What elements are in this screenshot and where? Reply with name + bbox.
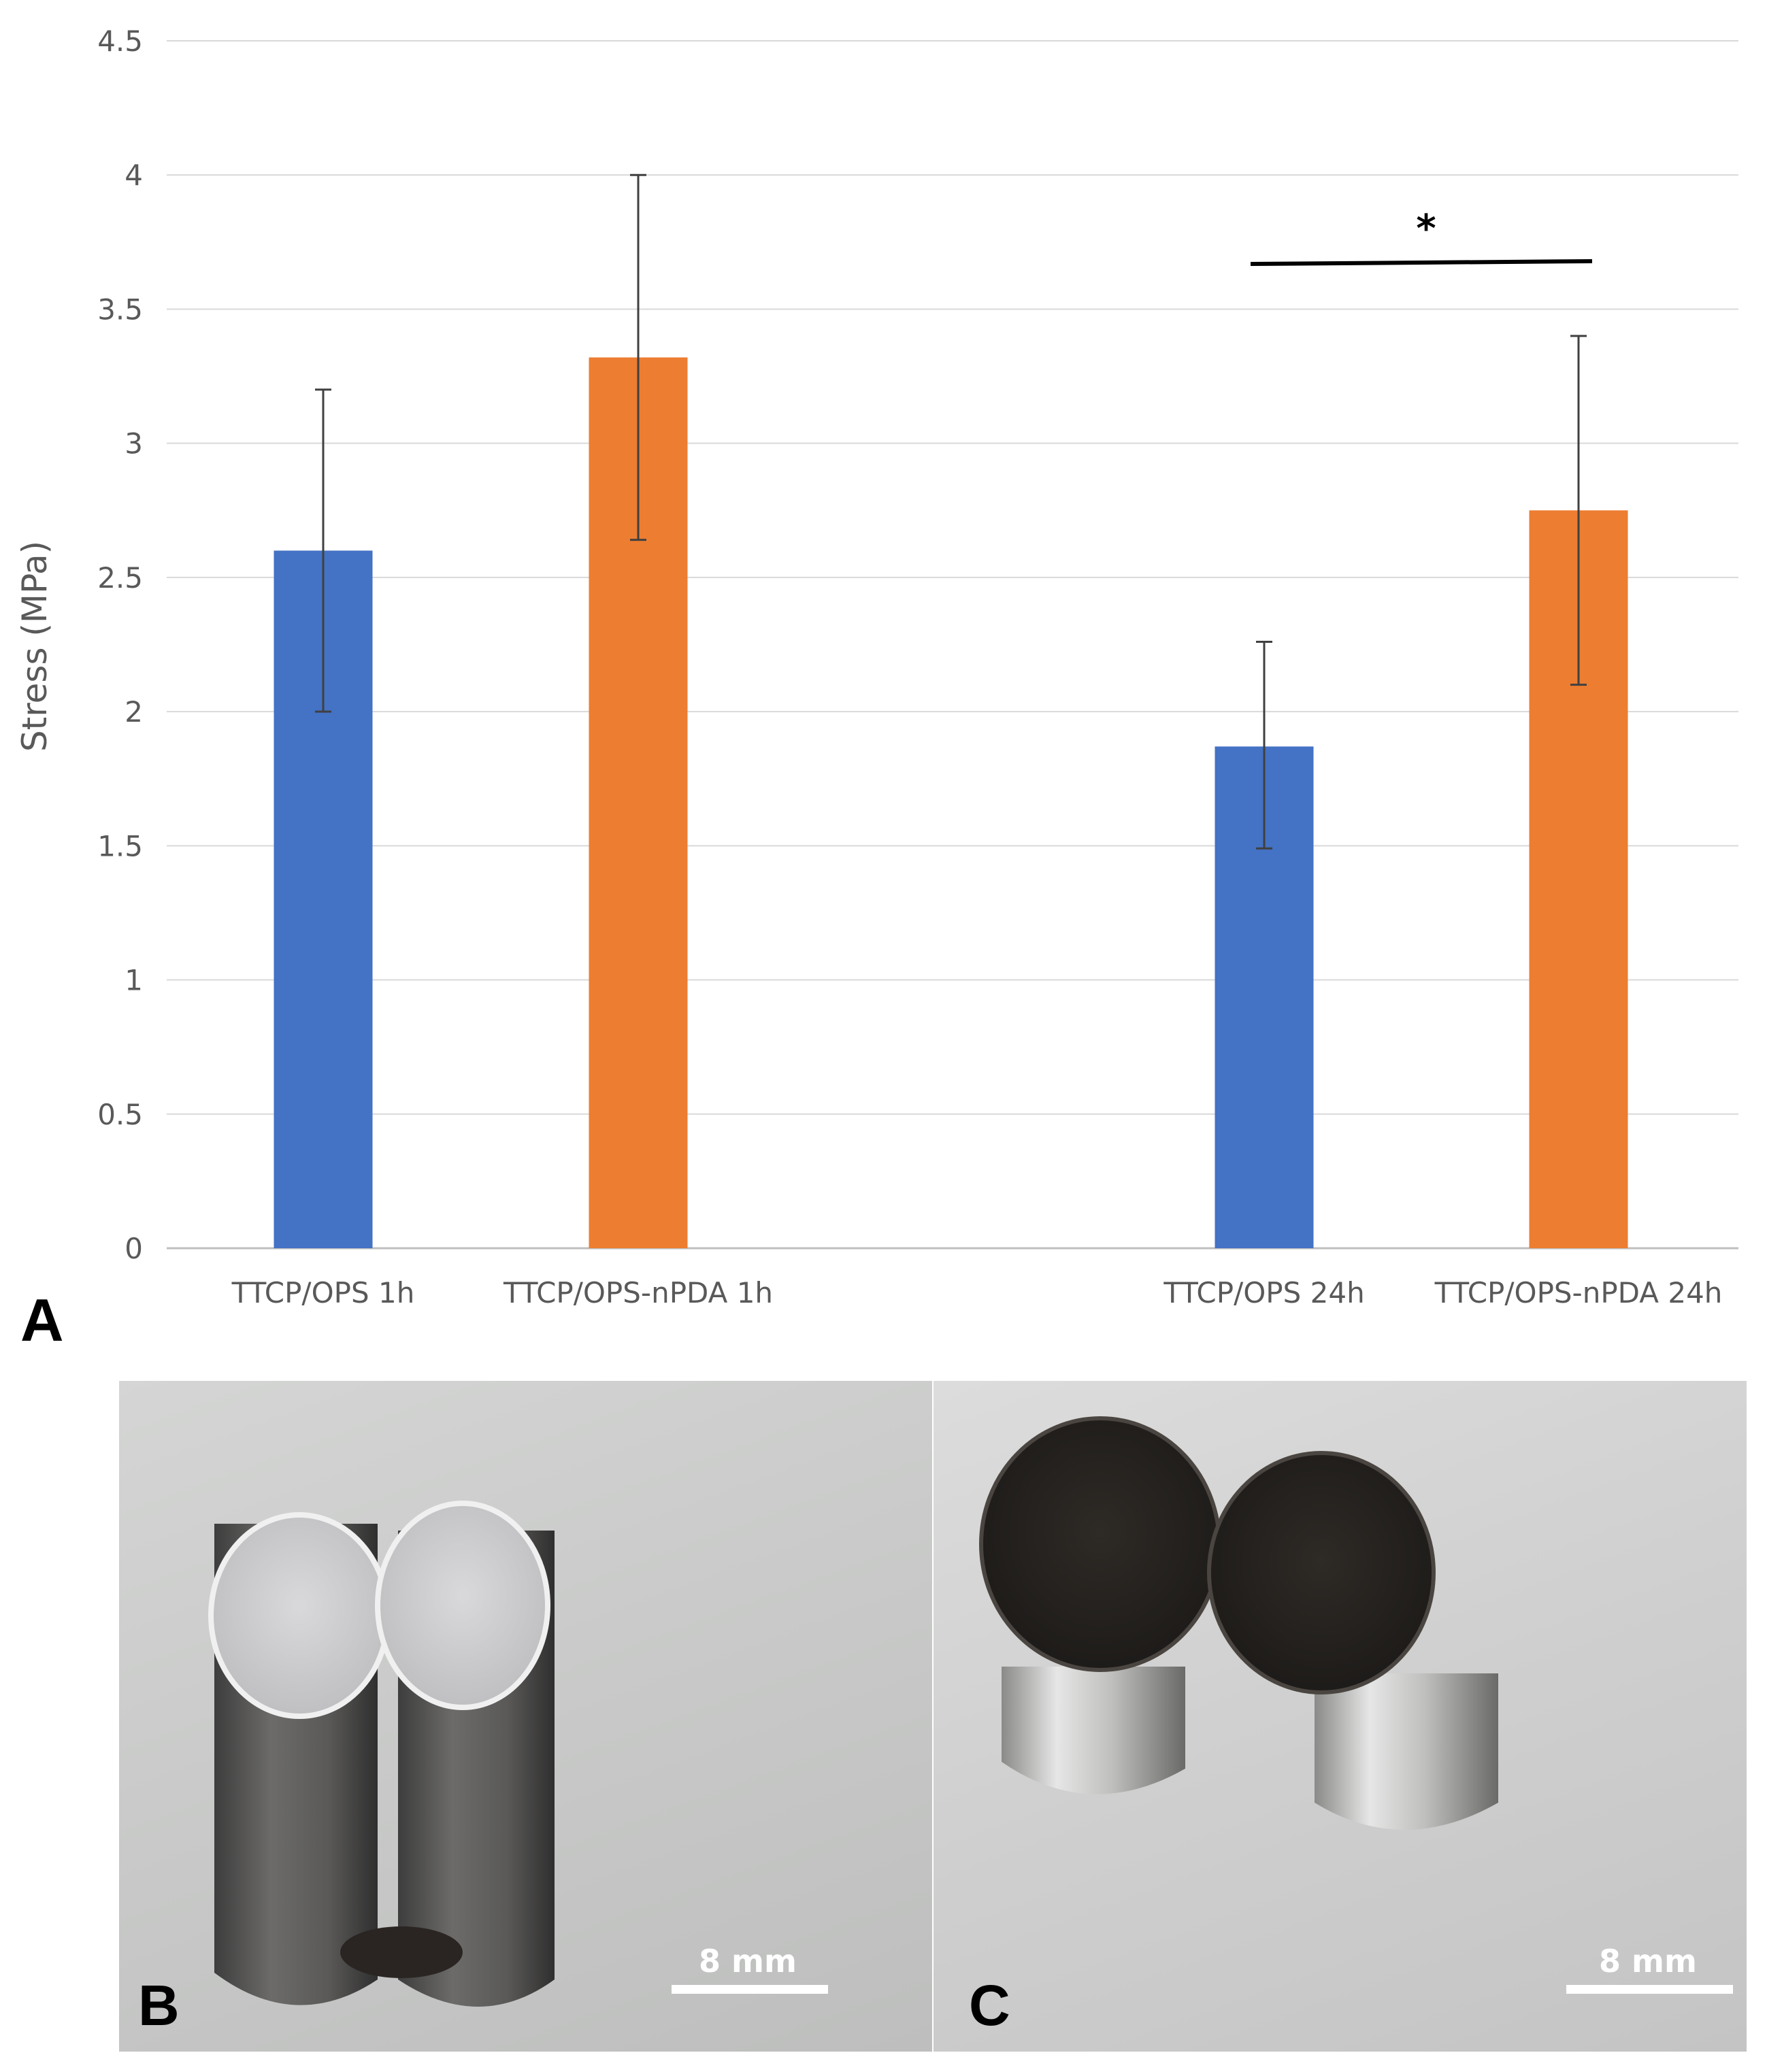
- gridlines: [167, 40, 1738, 1250]
- category-labels: TTCP/OPS 1h TTCP/OPS-nPDA 1h TTCP/OPS 24h T…: [231, 1276, 1723, 1309]
- significance-asterisk: *: [1416, 207, 1436, 251]
- bar-chart: 00.511.522.533.544.5 TTCP/OPS 1h TTCP/OPS…: [15, 24, 1738, 1309]
- photo-b-specimens-uncoated: 8 mm B: [119, 1381, 932, 2052]
- y-tick-label: 2.5: [97, 561, 143, 595]
- y-tick-label: 2: [125, 695, 143, 729]
- y-tick-label: 0.5: [97, 1098, 143, 1131]
- photo-c-scale-bar: [1566, 1985, 1733, 1994]
- photo-b-scale-bar: [672, 1985, 828, 1994]
- photo-b-image: [208, 1501, 555, 2007]
- significance-line: [1250, 259, 1593, 266]
- y-tick-label: 4: [125, 158, 143, 192]
- y-tick-label: 1.5: [97, 829, 143, 863]
- y-tick-label: 0: [125, 1232, 143, 1265]
- photo-c-specimens-coated: 8 mm C: [934, 1381, 1747, 2052]
- error-bars: [315, 173, 1587, 850]
- category-label: TTCP/OPS 1h: [231, 1276, 415, 1309]
- y-tick-label: 1: [125, 964, 143, 997]
- category-label: TTCP/OPS-nPDA 24h: [1434, 1276, 1723, 1309]
- panel-label-a: A: [20, 1286, 64, 1354]
- category-label: TTCP/OPS 24h: [1163, 1276, 1364, 1309]
- y-tick-label: 3.5: [97, 293, 143, 326]
- y-tick-label: 3: [125, 427, 143, 461]
- category-label: TTCP/OPS-nPDA 1h: [503, 1276, 773, 1309]
- photo-c-scale-label: 8 mm: [1599, 1943, 1697, 1979]
- panel-label-c: C: [969, 1973, 1010, 2037]
- photo-b-scale-label: 8 mm: [699, 1943, 797, 1979]
- photo-c-image: [979, 1416, 1498, 1830]
- panel-label-b: B: [138, 1973, 180, 2037]
- y-axis-label: Stress (MPa): [15, 541, 54, 752]
- y-tick-label: 4.5: [97, 24, 143, 58]
- y-tick-labels: 0 0.5 1 1.5 2 2.5 3 3.5 4 4.5: [97, 24, 143, 1265]
- significance-marker: *: [1250, 207, 1593, 266]
